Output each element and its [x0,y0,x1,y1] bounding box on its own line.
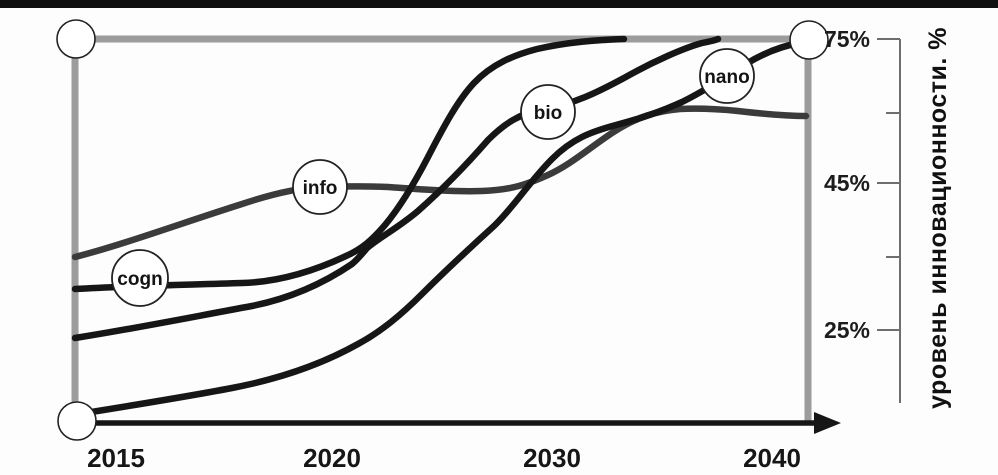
corner-node-origin [57,401,97,441]
bio-badge-circle [520,84,576,140]
x-tick-2030: 2030 [523,443,581,473]
info-badge-label: info [303,178,338,199]
corner-node-top-left [56,19,96,59]
curves [71,35,810,417]
nano-badge-label: nano [704,67,749,88]
x-axis [58,412,841,434]
y-axis-title: уровень инновационности. % [924,27,952,409]
info-curve [71,105,810,261]
plot-frame [71,35,812,424]
x-tick-2020: 2020 [303,443,361,473]
bio-curve [71,35,722,342]
x-tick-2040: 2040 [743,443,801,473]
info-badge-circle [292,159,348,215]
cogn-badge-circle [111,249,169,307]
curve-badges: info cogn bio nano [111,48,755,307]
y-tick-label-45: 45% [824,170,870,196]
x-axis-arrowhead-icon [814,412,841,434]
nano-badge-circle [699,48,755,104]
nano-curve [81,38,808,417]
bio-badge-label: bio [534,103,563,124]
y-scale [877,38,901,403]
cogn-curve [71,35,628,293]
x-tick-2015: 2015 [87,443,145,473]
y-tick-label-25: 25% [824,317,870,343]
y-tick-label-75: 75% [824,26,870,52]
cogn-badge-label: cogn [117,269,162,290]
x-tick-labels: 2015 2020 2030 2040 [87,443,801,473]
top-border-bar [0,0,998,8]
y-tick-labels: 75% 45% 25% [824,26,870,343]
corner-nodes [56,19,829,441]
corner-node-top-right [789,20,829,60]
